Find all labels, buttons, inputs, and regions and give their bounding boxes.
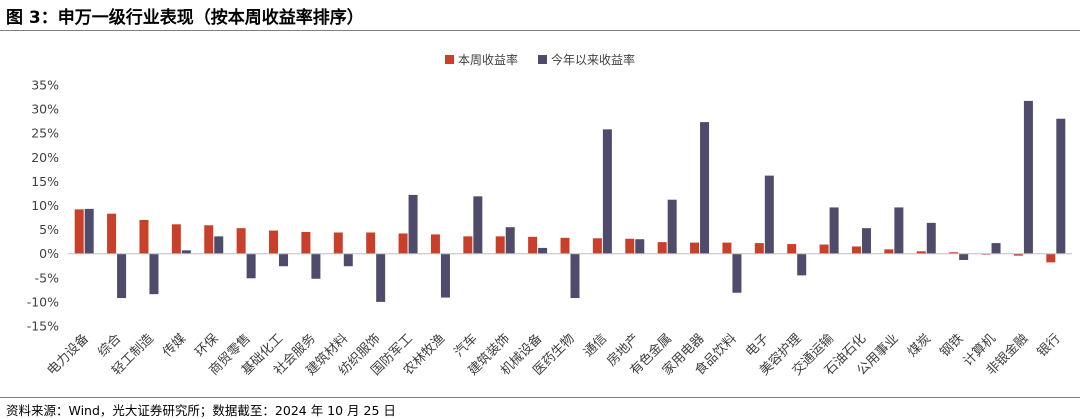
bar-ytd-return [440,253,450,298]
bar-ytd-return [149,253,159,295]
bar-weekly-return [495,236,505,254]
bar-ytd-return [861,228,871,254]
figure-title: 图 3：申万一级行业表现（按本周收益率排序） [6,8,364,28]
bar-ytd-return [117,253,127,299]
bar-weekly-return [171,224,181,254]
bar-ytd-return [602,129,612,254]
bar-weekly-return [560,237,570,254]
bar-weekly-return [107,213,117,254]
bar-ytd-return [1056,118,1066,254]
bar-ytd-return [214,236,224,254]
bar-weekly-return [528,236,538,254]
bar-weekly-return [366,232,376,254]
bar-weekly-return [1046,253,1056,263]
bar-weekly-return [722,242,732,254]
y-tick-label: 15% [31,174,59,189]
x-tick-label: 银行 [1035,331,1064,360]
y-tick-label: 35% [31,78,59,93]
bar-ytd-return [311,253,321,279]
bar-ytd-return [926,222,936,254]
bar-chart: 本周收益率 今年以来收益率 35% 30% 25% 20% 15% 10% 5% 0% -5% -… [27,52,1072,379]
bar-ytd-return [829,207,839,254]
bar-weekly-return [884,249,894,254]
bar-weekly-return [787,244,797,254]
x-tick-label: 通信 [581,331,610,360]
bar-weekly-return [463,236,473,254]
bar-weekly-return [74,209,84,254]
x-tick-label: 钢铁 [937,331,966,360]
x-tick-label: 电子 [743,331,772,360]
bar-weekly-return [269,230,279,254]
y-tick-label: 25% [31,126,59,141]
bar-weekly-return [819,244,829,254]
legend-swatch-weekly [445,55,454,64]
bar-ytd-return [538,247,548,254]
bar-ytd-return [635,239,645,254]
bar-ytd-return [84,208,94,254]
y-axis: 35% 30% 25% 20% 15% 10% 5% 0% -5% -10% -15% [27,78,59,334]
y-tick-label: 10% [31,198,59,213]
title-divider [0,30,1080,31]
bar-ytd-return [959,253,969,260]
chart-legend: 本周收益率 今年以来收益率 [445,52,635,67]
legend-swatch-ytd [538,55,547,64]
x-tick-label: 环保 [193,331,222,360]
bar-weekly-return [657,242,667,254]
bar-ytd-return [894,207,904,254]
y-tick-label: 0% [39,246,59,261]
bar-weekly-return [754,243,764,254]
bar-ytd-return [376,253,386,302]
x-tick-label: 传媒 [160,331,189,360]
bar-ytd-return [343,253,353,267]
legend-label-ytd: 今年以来收益率 [551,52,635,67]
bar-weekly-return [949,252,959,254]
bar-ytd-return [181,250,191,254]
bar-weekly-return [690,242,700,254]
bar-weekly-return [236,228,246,254]
bar-ytd-return [1023,100,1033,254]
bar-weekly-return [139,219,149,254]
y-tick-label: -10% [27,294,59,309]
bar-weekly-return [430,234,440,254]
bar-ytd-return [246,253,256,279]
bar-weekly-return [301,232,311,254]
bar-weekly-return [592,238,602,254]
bar-weekly-return [204,225,214,254]
x-tick-label: 煤炭 [905,331,934,360]
legend-label-weekly: 本周收益率 [458,52,518,67]
bar-weekly-return [851,246,861,254]
source-note: 资料来源：Wind，光大证券研究所；数据截至：2024 年 10 月 25 日 [6,403,396,418]
x-tick-label: 电力设备 [44,331,92,379]
bar-ytd-return [700,122,710,254]
bar-ytd-return [473,196,483,254]
bar-ytd-return [667,199,677,254]
y-tick-label: 5% [39,222,59,237]
bar-ytd-return [408,194,418,254]
bar-ytd-return [797,253,807,276]
bar-ytd-return [732,253,742,293]
bar-ytd-return [764,175,774,254]
bar-series [74,100,1066,302]
footer-divider [0,397,1080,398]
bar-weekly-return [1013,253,1023,256]
bar-ytd-return [279,253,289,267]
bar-weekly-return [916,251,926,254]
y-tick-label: 30% [31,102,59,117]
y-tick-label: -15% [27,319,59,334]
bar-weekly-return [333,232,343,254]
y-tick-label: 20% [31,150,59,165]
bar-weekly-return [625,238,635,254]
bar-ytd-return [570,253,580,299]
y-tick-label: -5% [35,270,59,285]
bar-weekly-return [398,233,408,254]
x-tick-label: 综合 [95,331,124,360]
bar-ytd-return [505,227,515,254]
bar-ytd-return [991,243,1001,254]
x-tick-label: 汽车 [451,331,481,361]
